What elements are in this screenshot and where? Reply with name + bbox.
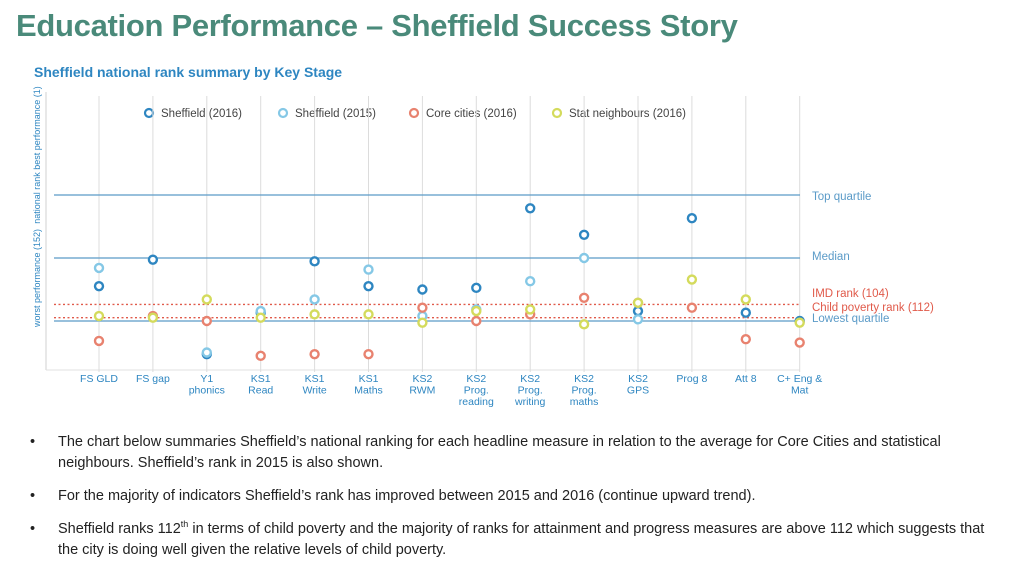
reference-label: Median	[812, 251, 850, 263]
reference-label: Lowest quartile	[812, 313, 889, 325]
category-label: Write	[302, 385, 326, 397]
bullet-text: Sheffield ranks 112	[58, 521, 181, 537]
category-label: Prog.	[518, 385, 543, 397]
data-point	[417, 302, 428, 313]
data-point	[363, 264, 374, 275]
data-point	[740, 334, 751, 345]
data-point	[255, 312, 266, 323]
category-label: RWM	[409, 385, 435, 397]
legend-marker	[277, 107, 289, 119]
data-point	[309, 348, 320, 360]
data-point	[417, 317, 428, 328]
data-point	[525, 276, 536, 287]
bullet-item: The chart below summaries Sheffield’s na…	[30, 432, 990, 474]
category-label: Att 8	[735, 373, 757, 385]
data-point	[363, 348, 374, 360]
category-label: KS2	[628, 373, 648, 385]
category-label: Mat	[791, 385, 809, 397]
bullet-item: Sheffield ranks 112th in terms of child …	[30, 519, 990, 561]
data-point	[794, 317, 805, 328]
category-label: Y1	[200, 373, 213, 385]
category-label: phonics	[189, 385, 225, 397]
category-label: FS gap	[136, 373, 170, 385]
data-point	[686, 302, 698, 313]
data-point	[578, 252, 590, 264]
data-point	[363, 280, 374, 292]
data-point	[578, 292, 590, 303]
data-point	[740, 307, 751, 318]
data-point	[525, 304, 536, 315]
legend-label: Sheffield (2015)	[295, 108, 376, 120]
chart-title: Sheffield national rank summary by Key S…	[34, 64, 342, 80]
data-point	[309, 256, 320, 267]
data-point	[255, 350, 266, 362]
bullet-text: The chart below summaries Sheffield’s na…	[58, 434, 941, 471]
data-point	[740, 294, 751, 305]
data-point	[632, 314, 644, 325]
data-point	[363, 309, 374, 320]
data-point	[632, 297, 644, 308]
data-point	[93, 335, 105, 347]
reference-label: Top quartile	[812, 191, 871, 203]
data-point	[201, 294, 213, 305]
bullet-superscript: th	[180, 519, 189, 530]
data-point	[686, 274, 698, 285]
data-point	[471, 315, 482, 327]
data-point	[525, 203, 536, 214]
data-point	[201, 347, 213, 358]
category-label: KS2	[412, 373, 432, 385]
data-point	[578, 229, 590, 240]
legend-marker	[408, 107, 420, 119]
category-label: KS1	[305, 373, 325, 385]
rank-chart: Sheffield national rank summary by Key S…	[32, 64, 934, 408]
legend-label: Core cities (2016)	[426, 108, 517, 120]
data-point	[309, 309, 320, 320]
category-label: C+ Eng &	[777, 373, 822, 385]
category-label: KS2	[520, 373, 540, 385]
data-point	[147, 312, 159, 323]
category-label: Maths	[354, 385, 383, 397]
category-label: reading	[459, 396, 494, 408]
legend-marker	[551, 107, 563, 119]
data-point	[93, 262, 105, 274]
legend-marker	[143, 107, 155, 119]
data-point	[417, 284, 428, 295]
category-label: KS1	[251, 373, 271, 385]
y-axis-label-middle: national rank	[32, 172, 42, 224]
legend-label: Sheffield (2016)	[161, 108, 242, 120]
category-label: FS GLD	[80, 373, 118, 385]
bullet-list: The chart below summaries Sheffield’s na…	[30, 432, 990, 573]
category-label: Prog 8	[676, 373, 707, 385]
category-label: Prog.	[464, 385, 489, 397]
data-point	[201, 315, 213, 327]
y-axis-label-top: best performance (1)	[32, 86, 42, 170]
category-label: KS2	[466, 373, 486, 385]
data-point	[471, 305, 482, 317]
data-point	[93, 310, 105, 322]
y-axis-label-bottom: worst performance (152)	[32, 229, 42, 328]
data-point	[578, 319, 590, 330]
category-label: KS1	[359, 373, 379, 385]
bullet-text: For the majority of indicators Sheffield…	[58, 488, 756, 504]
reference-label: IMD rank (104)	[812, 288, 889, 300]
category-label: KS2	[574, 373, 594, 385]
data-point	[632, 305, 644, 317]
data-point	[471, 282, 482, 294]
category-label: Prog.	[572, 385, 597, 397]
slide-title: Education Performance – Sheffield Succes…	[16, 8, 738, 43]
reference-label: Child poverty rank (112)	[812, 302, 934, 314]
bullet-text: in terms of child poverty and the majori…	[58, 521, 985, 558]
data-point	[794, 337, 805, 348]
legend-label: Stat neighbours (2016)	[569, 108, 686, 120]
data-point	[686, 213, 698, 224]
category-label: writing	[514, 396, 546, 408]
data-point	[309, 294, 320, 305]
category-label: GPS	[627, 385, 649, 397]
category-label: Read	[248, 385, 273, 397]
category-label: maths	[570, 396, 599, 408]
data-point	[93, 280, 105, 292]
data-point	[147, 254, 159, 265]
bullet-item: For the majority of indicators Sheffield…	[30, 486, 990, 507]
